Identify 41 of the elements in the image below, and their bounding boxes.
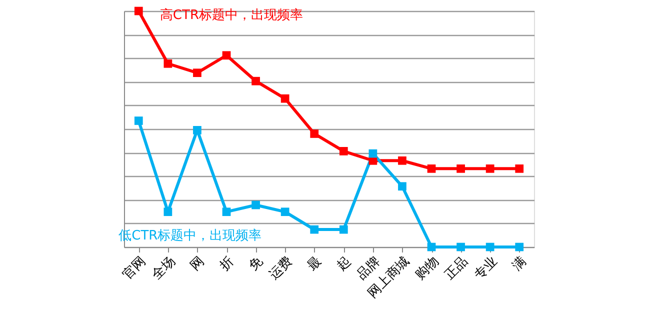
series-label: 高CTR标题中，出现频率	[160, 7, 303, 23]
point	[134, 6, 143, 16]
x-tick-label: 官网	[119, 253, 150, 283]
point	[193, 126, 202, 134]
point	[280, 94, 290, 103]
point	[252, 200, 260, 210]
point	[368, 149, 378, 158]
point	[515, 242, 524, 252]
x-tick-label: 满	[510, 254, 530, 274]
point	[222, 208, 231, 216]
point	[427, 164, 436, 173]
series-label: 低CTR标题中，出现频率	[118, 228, 262, 244]
point	[222, 51, 231, 60]
x-tick-label: 专业	[471, 254, 500, 283]
x-tick-label: 免	[246, 254, 266, 274]
x-tick-label: 折	[217, 254, 237, 274]
point	[427, 242, 436, 252]
point	[164, 59, 172, 68]
point	[398, 182, 406, 191]
point	[310, 130, 319, 138]
x-tick-label: 运费	[266, 254, 296, 283]
point	[456, 164, 465, 173]
point	[486, 164, 494, 173]
point	[310, 225, 319, 234]
point	[339, 147, 348, 156]
point	[456, 242, 465, 252]
x-tick-label: 全场	[149, 254, 178, 283]
x-tick-label: 购物	[412, 254, 442, 283]
point	[193, 68, 202, 78]
point	[252, 76, 260, 86]
x-tick-label: 正品	[442, 254, 472, 283]
x-tick-label: 起	[334, 254, 354, 274]
x-tick-label: 网	[188, 254, 208, 274]
point	[164, 208, 172, 216]
point	[486, 242, 494, 252]
point	[515, 164, 524, 173]
point	[398, 156, 406, 165]
point	[280, 208, 290, 216]
point	[134, 116, 143, 125]
point	[339, 225, 348, 234]
x-tick-label: 最	[304, 254, 325, 274]
